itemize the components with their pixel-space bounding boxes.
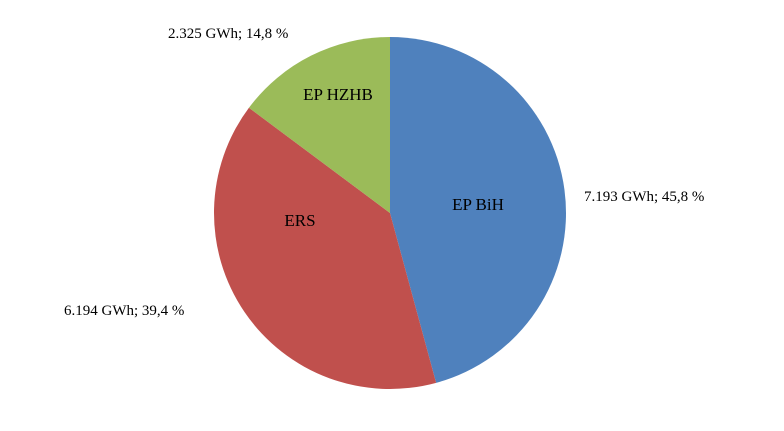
- data-label-ep-bih: 7.193 GWh; 45,8 %: [584, 189, 704, 205]
- slice-label-ers: ERS: [284, 211, 315, 230]
- pie-slice-ers: [214, 107, 437, 389]
- pie-slice-ep-bih: [390, 37, 567, 383]
- slice-label-ep-hzhb: EP HZHB: [303, 85, 373, 104]
- pie-slice-ep-hzhb: [248, 37, 390, 213]
- slice-label-ep-bih: EP BiH: [452, 195, 504, 214]
- data-label-ers: 6.194 GWh; 39,4 %: [64, 303, 184, 319]
- data-labels: 7.193 GWh; 45,8 % 6.194 GWh; 39,4 % 2.325 …: [64, 26, 704, 319]
- slice-labels: EP BiH ERS EP HZHB: [284, 85, 503, 230]
- pie-slices: [214, 37, 567, 389]
- data-label-ep-hzhb: 2.325 GWh; 14,8 %: [168, 26, 288, 42]
